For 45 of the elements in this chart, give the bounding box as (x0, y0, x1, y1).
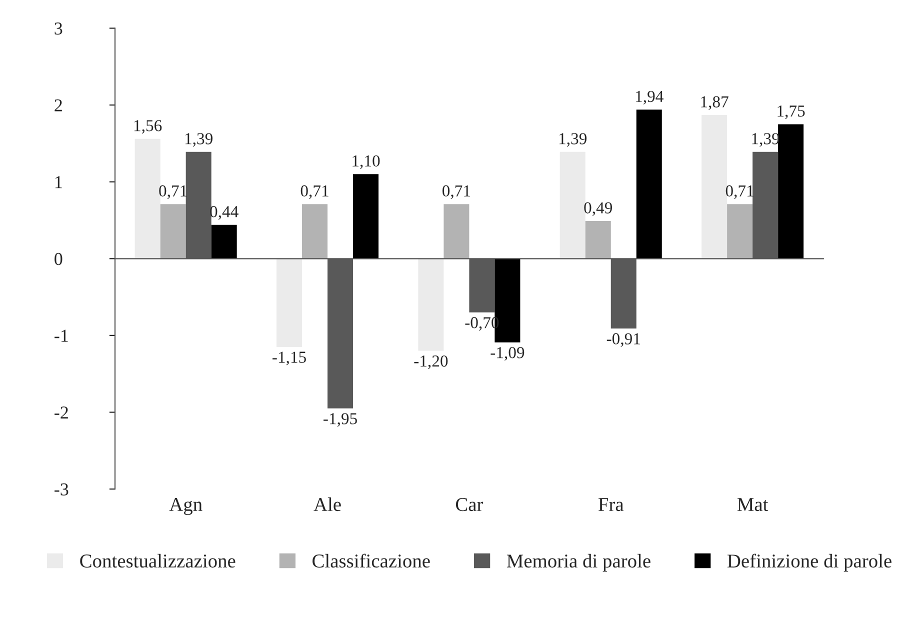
y-tick-label: -2 (54, 406, 68, 419)
x-tick-label: Ale (314, 497, 341, 512)
bar (778, 124, 804, 259)
x-tick-label: Car (456, 498, 484, 512)
bar (211, 224, 237, 259)
data-label: -1,09 (490, 347, 524, 361)
data-label: 1,56 (134, 120, 162, 134)
y-tick-label: 1 (55, 176, 62, 188)
y-tick-label: 0 (54, 252, 62, 266)
data-label: -0,91 (606, 333, 640, 347)
data-label: 0,49 (584, 202, 612, 216)
bar (585, 221, 611, 259)
x-tick-label: Mat (737, 498, 768, 512)
data-label: -1,20 (414, 355, 448, 370)
bar (727, 204, 753, 259)
data-label: -1,95 (324, 413, 357, 427)
x-tick-label: Agn (169, 498, 202, 516)
bar (276, 258, 302, 347)
y-tick-label: 2 (54, 99, 62, 112)
data-label: 1,39 (560, 133, 587, 147)
y-tick-label: 3 (54, 22, 62, 35)
bar (302, 204, 328, 259)
data-label: -1,15 (272, 352, 306, 366)
bar (560, 152, 586, 259)
data-label: 1,87 (701, 96, 728, 110)
bar (636, 110, 662, 259)
data-label: 1,10 (352, 155, 380, 169)
x-tick-label: Fra (598, 498, 624, 512)
data-label: 1,75 (778, 106, 805, 120)
bar (444, 204, 470, 259)
data-label: 1,94 (636, 90, 664, 104)
legend-label: Memoria di parole (506, 554, 650, 572)
bar (353, 174, 379, 259)
data-label: 0,71 (300, 185, 328, 199)
bar (134, 138, 160, 259)
bar (160, 204, 186, 259)
data-label: 1,39 (185, 133, 212, 147)
y-tick-label: -3 (54, 483, 68, 496)
bar (418, 258, 444, 351)
legend-label: Contestualizzazione (80, 554, 236, 568)
data-label: 0,71 (442, 185, 470, 199)
bar (702, 115, 728, 259)
legend-label: Definizione di parole (727, 554, 892, 572)
y-tick-label: -1 (54, 330, 68, 342)
legend-label: Classificazione (312, 554, 430, 568)
